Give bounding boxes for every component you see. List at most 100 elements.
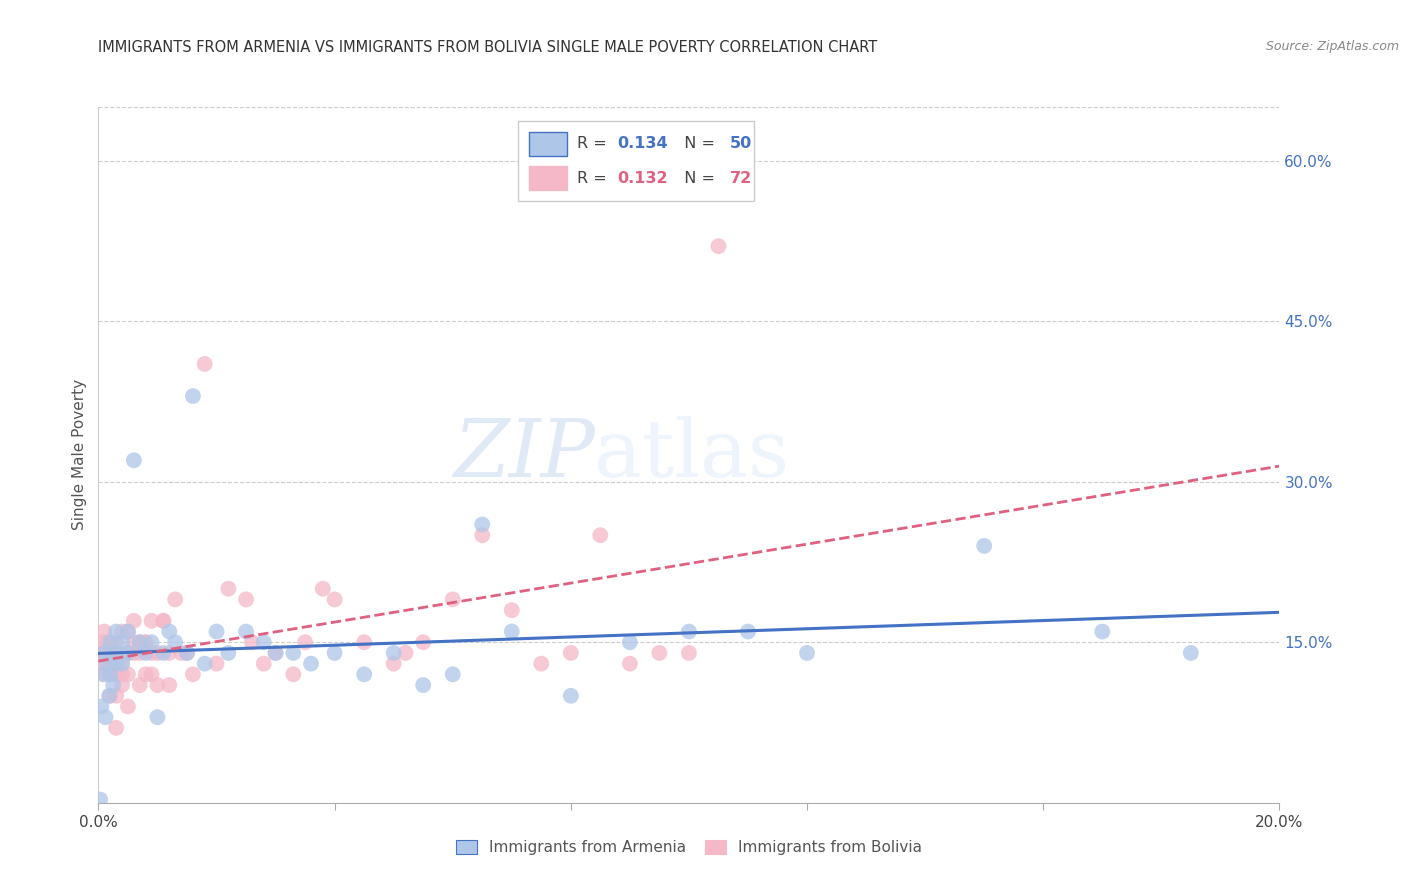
Point <box>253 657 276 671</box>
Point <box>98 689 121 703</box>
Point <box>648 646 671 660</box>
Point <box>128 678 150 692</box>
Point <box>471 517 494 532</box>
Point <box>176 646 198 660</box>
Point <box>441 667 464 681</box>
Point <box>98 689 121 703</box>
Point <box>141 646 163 660</box>
Point <box>91 667 114 681</box>
Point <box>471 528 494 542</box>
Point <box>240 635 263 649</box>
Point <box>589 528 612 542</box>
FancyBboxPatch shape <box>530 166 567 190</box>
Point <box>98 667 121 681</box>
Point <box>441 592 464 607</box>
Point <box>205 657 228 671</box>
Text: 72: 72 <box>730 170 752 186</box>
Point <box>353 667 375 681</box>
Point <box>89 792 111 806</box>
Point <box>90 699 112 714</box>
Point <box>98 667 121 681</box>
Point <box>105 689 128 703</box>
Point <box>235 592 257 607</box>
Point <box>117 699 139 714</box>
Point <box>117 646 139 660</box>
Point <box>973 539 995 553</box>
Point <box>135 667 157 681</box>
Point <box>111 624 134 639</box>
Point <box>141 635 163 649</box>
Point <box>93 624 115 639</box>
Point <box>146 678 169 692</box>
Point <box>619 635 641 649</box>
Point <box>412 678 434 692</box>
Point <box>146 710 169 724</box>
Point <box>323 646 346 660</box>
Point <box>1091 624 1114 639</box>
Point <box>152 646 174 660</box>
Point <box>128 635 150 649</box>
Point <box>170 646 193 660</box>
Point <box>93 657 115 671</box>
Point <box>89 646 111 660</box>
Point <box>619 657 641 671</box>
Point <box>176 646 198 660</box>
Point <box>105 624 128 639</box>
Point <box>117 646 139 660</box>
Point <box>122 646 145 660</box>
Point <box>117 667 139 681</box>
Point <box>157 678 180 692</box>
Text: 50: 50 <box>730 136 752 152</box>
Point <box>194 357 217 371</box>
Point <box>294 635 316 649</box>
Point <box>135 635 157 649</box>
Point <box>91 635 114 649</box>
Point <box>103 678 125 692</box>
Point <box>796 646 818 660</box>
Text: ZIP: ZIP <box>453 417 595 493</box>
Point <box>141 614 163 628</box>
Point <box>394 646 416 660</box>
Point <box>235 624 257 639</box>
Point <box>323 592 346 607</box>
Point <box>111 635 134 649</box>
Point <box>560 646 582 660</box>
Point <box>152 614 174 628</box>
FancyBboxPatch shape <box>517 121 754 201</box>
Point <box>111 667 134 681</box>
Text: 0.132: 0.132 <box>617 170 668 186</box>
Point <box>217 582 239 596</box>
Point <box>253 635 276 649</box>
Text: 0.134: 0.134 <box>617 136 668 152</box>
Point <box>96 635 118 649</box>
Text: N =: N = <box>673 170 720 186</box>
Point <box>128 635 150 649</box>
Point <box>283 667 305 681</box>
Text: atlas: atlas <box>595 416 790 494</box>
Point <box>382 657 405 671</box>
Text: R =: R = <box>576 136 612 152</box>
Point <box>412 635 434 649</box>
Point <box>122 635 145 649</box>
Point <box>128 646 150 660</box>
Point <box>264 646 287 660</box>
Point <box>560 689 582 703</box>
Point <box>105 657 128 671</box>
Text: N =: N = <box>673 136 720 152</box>
Point <box>1180 646 1202 660</box>
Text: IMMIGRANTS FROM ARMENIA VS IMMIGRANTS FROM BOLIVIA SINGLE MALE POVERTY CORRELATI: IMMIGRANTS FROM ARMENIA VS IMMIGRANTS FR… <box>98 40 877 55</box>
Point <box>353 635 375 649</box>
Point <box>94 710 117 724</box>
Point <box>117 624 139 639</box>
Point <box>181 667 204 681</box>
Point <box>157 646 180 660</box>
Text: Source: ZipAtlas.com: Source: ZipAtlas.com <box>1265 40 1399 54</box>
Point <box>181 389 204 403</box>
Point <box>117 624 139 639</box>
Point <box>217 646 239 660</box>
Point <box>96 657 118 671</box>
Point <box>135 646 157 660</box>
Point <box>105 667 128 681</box>
Point <box>299 657 322 671</box>
Point <box>93 646 115 660</box>
